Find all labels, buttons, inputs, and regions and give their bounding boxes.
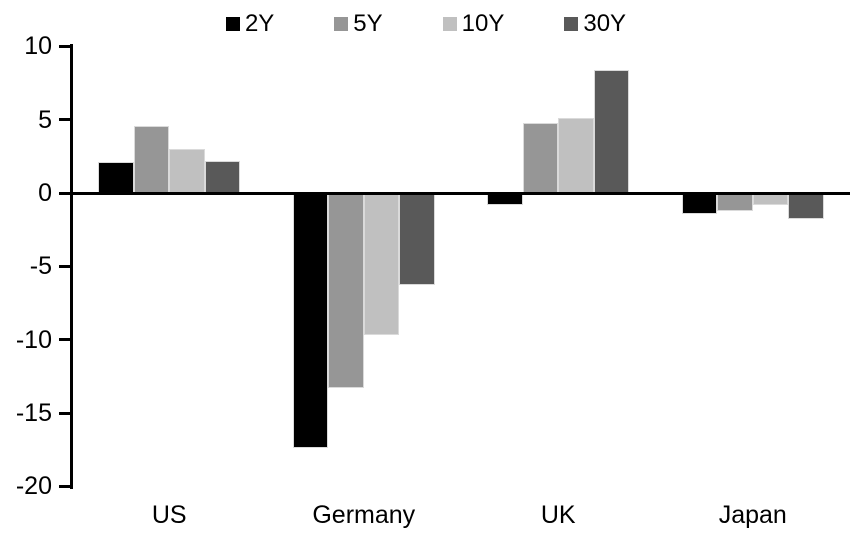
y-axis-tick-label: -15 (15, 399, 52, 428)
bar (593, 69, 630, 193)
y-axis-tick-label: 10 (24, 32, 52, 61)
bar (681, 193, 718, 214)
bar (98, 162, 134, 193)
bar (169, 148, 205, 193)
y-axis-tick (59, 118, 72, 122)
y-axis-tick (59, 264, 72, 268)
legend-swatch-icon (225, 17, 240, 31)
bar (522, 122, 559, 193)
y-axis-tick (59, 191, 72, 195)
bar (133, 125, 170, 193)
bar (204, 160, 241, 193)
x-axis-label: Japan (718, 501, 787, 529)
x-axis-label: US (151, 501, 187, 529)
y-axis-tick-label: -10 (15, 325, 52, 354)
bar (292, 193, 329, 449)
bar (717, 193, 753, 211)
y-axis-tick (59, 44, 72, 48)
legend-label: 30Y (583, 10, 627, 37)
legend-label: 5Y (353, 10, 383, 37)
y-axis-tick (59, 411, 72, 415)
legend-item: 5Y (334, 10, 383, 37)
bar (752, 193, 789, 205)
legend-swatch-icon (334, 17, 349, 31)
bar (487, 193, 523, 205)
legend-label: 10Y (461, 10, 505, 37)
y-axis-tick-label: -20 (15, 472, 52, 501)
bar (363, 193, 400, 336)
legend-swatch-icon (442, 17, 457, 31)
legend: 2Y 5Y 10Y 30Y (0, 11, 852, 37)
legend-item: 2Y (225, 10, 275, 37)
bar (558, 118, 594, 193)
bar (328, 193, 364, 389)
legend-item: 10Y (442, 10, 505, 37)
y-axis-tick-label: 0 (38, 179, 52, 207)
y-axis-tick (59, 484, 72, 488)
x-axis-label: UK (540, 501, 576, 529)
bar (788, 193, 824, 220)
y-axis-tick-label: -5 (29, 252, 52, 281)
x-axis-label: Germany (312, 501, 416, 529)
legend-label: 2Y (244, 10, 275, 37)
legend-swatch-icon (564, 17, 579, 31)
bar (399, 193, 435, 286)
y-axis-tick (59, 338, 72, 342)
y-axis-tick-label: 5 (38, 105, 52, 134)
zero-line (70, 191, 850, 195)
legend-item: 30Y (564, 11, 626, 37)
